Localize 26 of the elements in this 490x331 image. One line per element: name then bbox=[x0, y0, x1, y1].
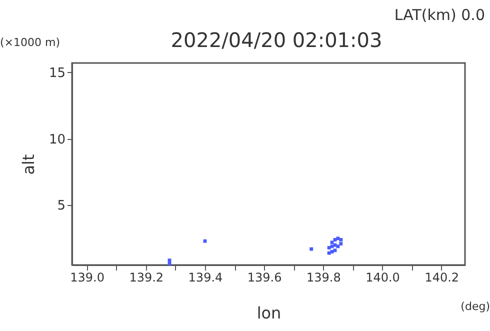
point bbox=[330, 240, 334, 244]
point bbox=[310, 247, 314, 251]
text: (×1000 m) bbox=[0, 36, 60, 49]
text: LAT(km) 0.0 bbox=[394, 6, 485, 24]
x-tick-label: 139.6 bbox=[247, 270, 282, 284]
y-axis-title: alt bbox=[18, 154, 38, 175]
point bbox=[330, 250, 334, 254]
x-axis-title: lon bbox=[256, 304, 282, 322]
y-tick-label: 10 bbox=[48, 132, 66, 148]
x-tick-label: 140.0 bbox=[366, 270, 400, 284]
point bbox=[336, 236, 340, 240]
y-tick-label: 15 bbox=[48, 66, 66, 81]
point bbox=[330, 244, 334, 248]
x-tick-label: 139.8 bbox=[306, 270, 341, 284]
point bbox=[339, 238, 343, 242]
point bbox=[339, 242, 343, 246]
x-tick-label: 140.2 bbox=[424, 270, 460, 284]
x-tick-label: 139.4 bbox=[188, 270, 223, 284]
x-tick-label: 139.2 bbox=[129, 270, 164, 284]
chart-title: 2022/04/20 02:01:03 bbox=[170, 28, 382, 52]
point bbox=[327, 246, 331, 250]
point bbox=[203, 239, 207, 243]
point bbox=[327, 251, 331, 255]
y-tick-label: 5 bbox=[57, 198, 66, 214]
x-tick-label: 139.0 bbox=[70, 270, 104, 284]
text: (deg) bbox=[460, 300, 490, 313]
